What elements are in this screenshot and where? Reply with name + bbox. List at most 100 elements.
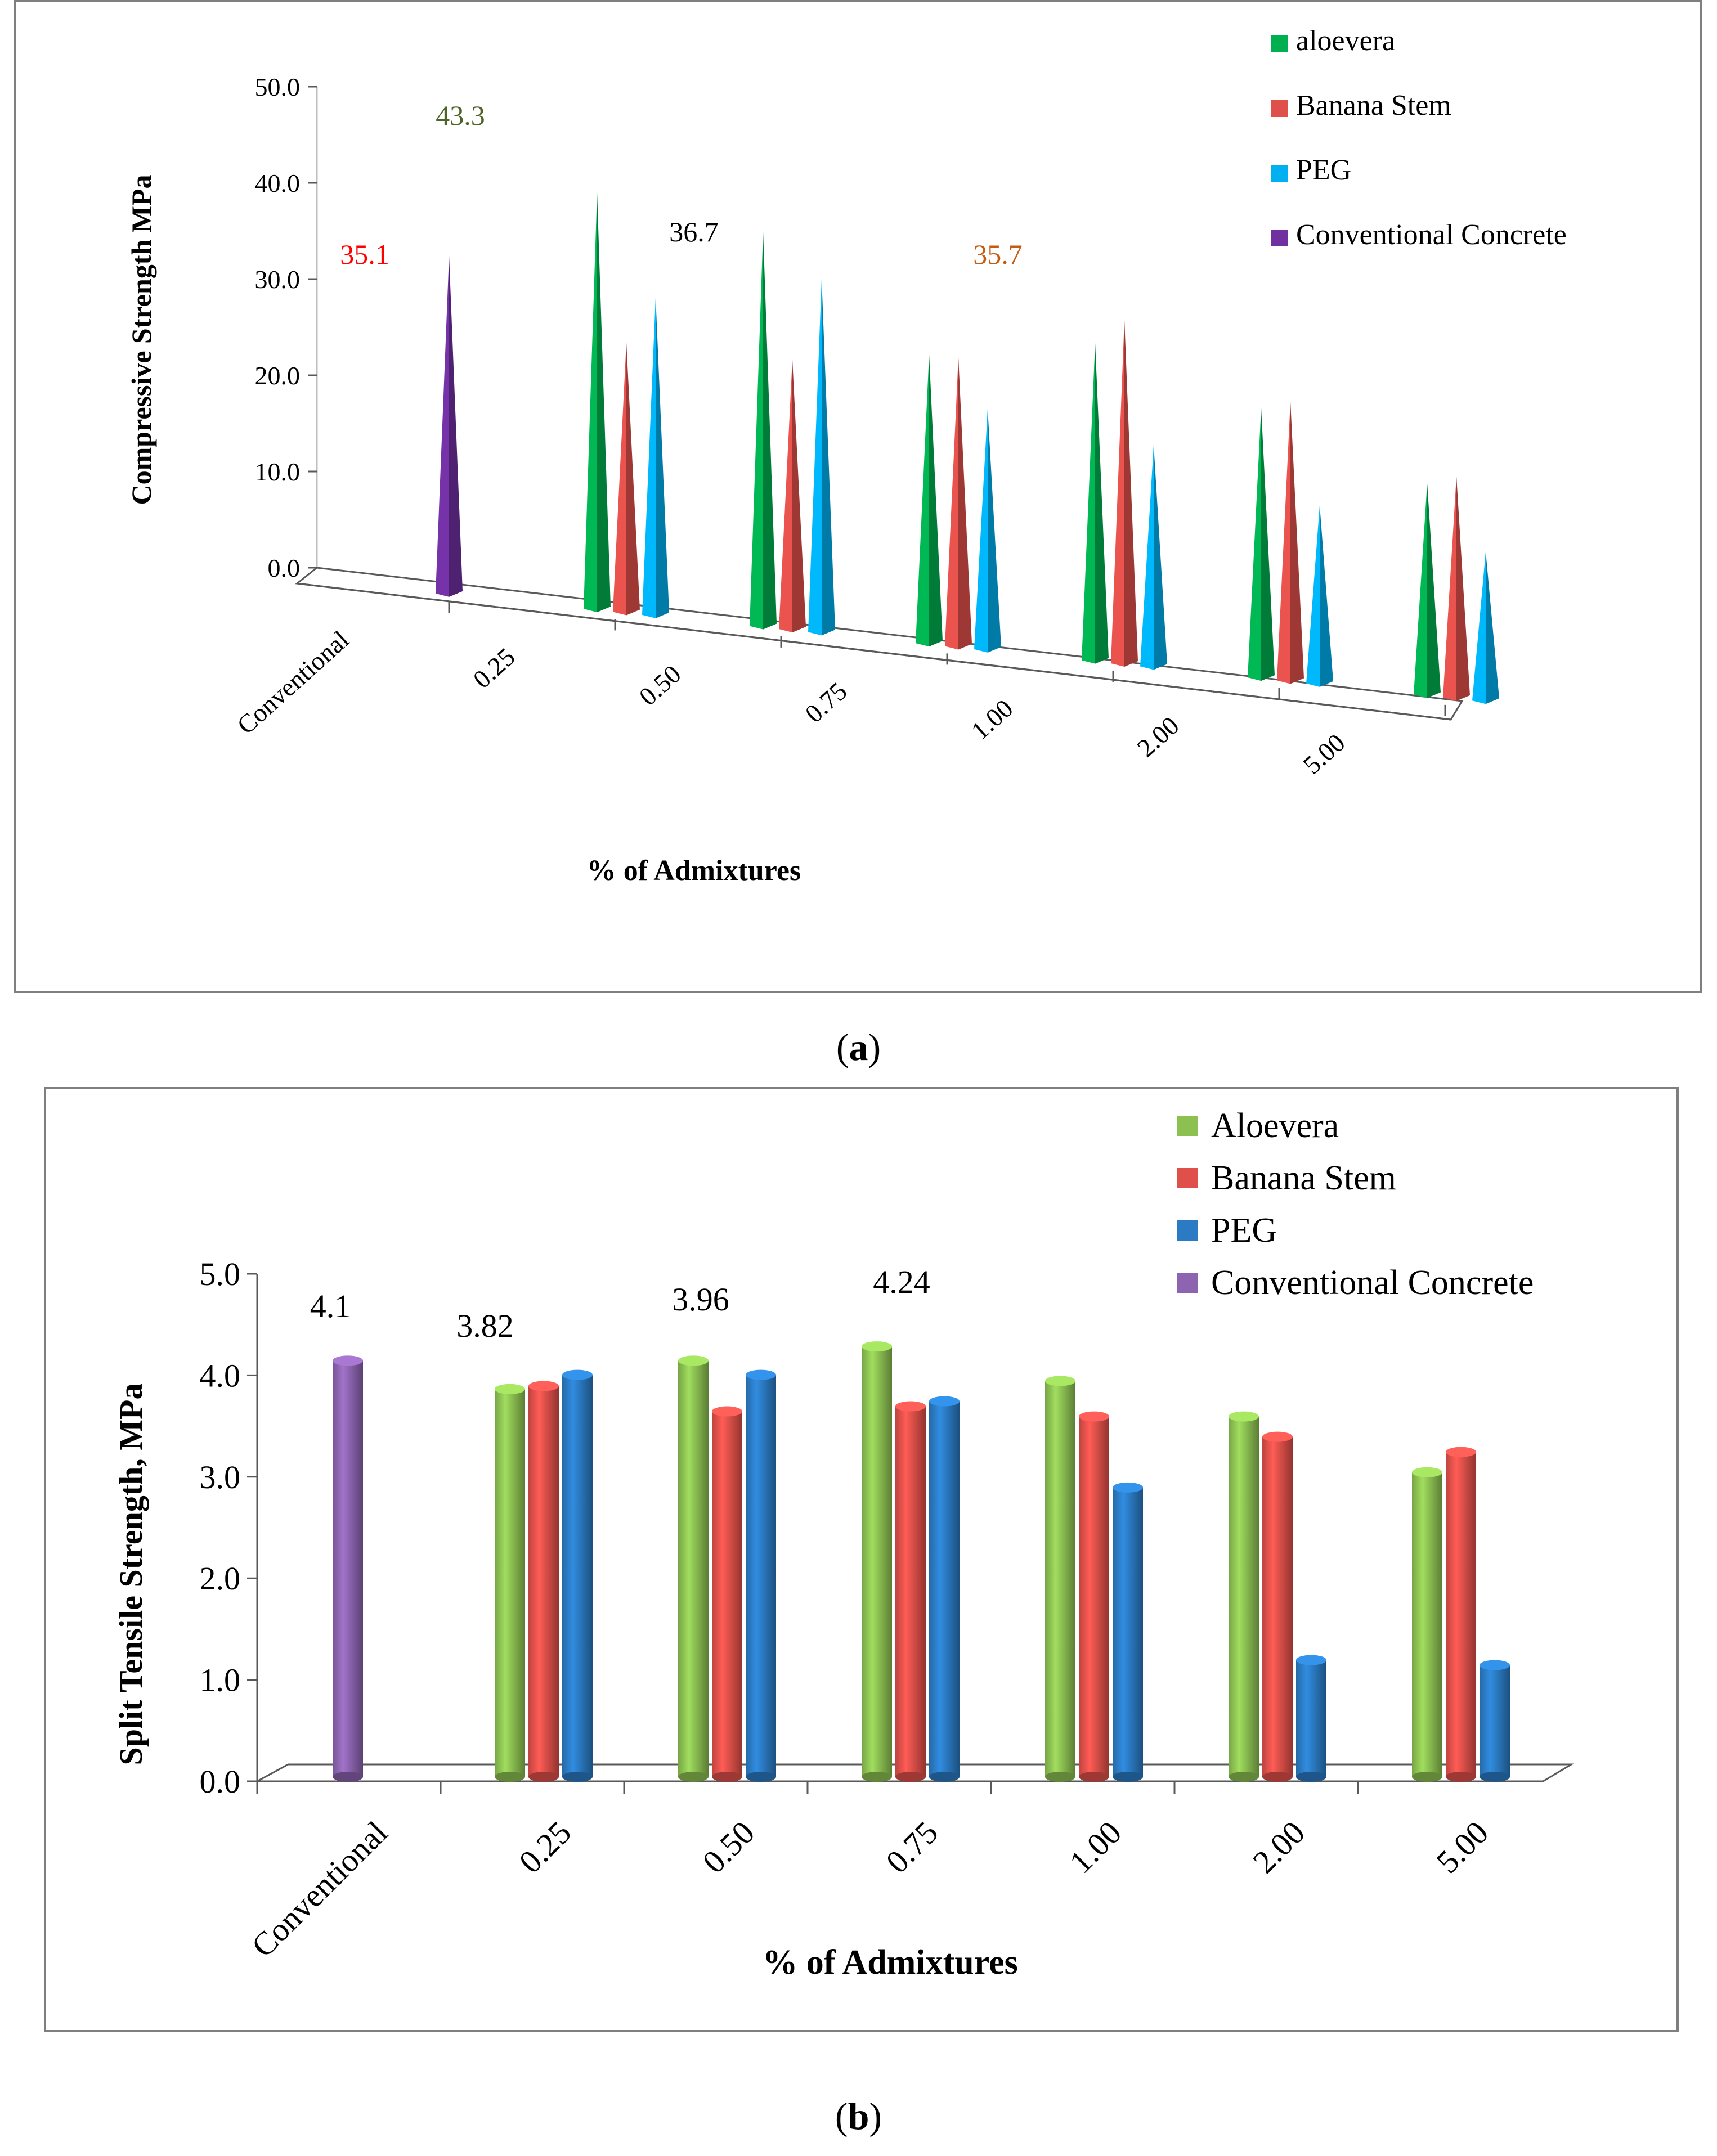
split-tensile-strength-chart: 0.0 1.0 2.0 3.0 4.0 5.0 Conventional 0.25 0.50 0…: [113, 1107, 1575, 1982]
cone-bar-left: [584, 192, 597, 613]
cylinder-bar-top: [712, 1406, 742, 1417]
y-tick-label: 2.0: [200, 1560, 241, 1597]
cylinder-bar: [1412, 1472, 1442, 1777]
cone-bar-right: [449, 255, 463, 597]
cylinder-bar-base: [712, 1772, 742, 1782]
legend-swatch: [1271, 35, 1288, 52]
data-label: 4.1: [310, 1288, 351, 1324]
y-tick-label: 30.0: [255, 265, 301, 294]
compressive-strength-chart: 0.0 10.0 20.0 30.0 40.0 50.0 Conventional 0.25…: [125, 25, 1567, 887]
cylinder-bar-top: [1229, 1411, 1259, 1422]
cone-bar-right: [763, 231, 777, 630]
cylinder-bar: [495, 1389, 525, 1777]
cylinder-bar: [1229, 1416, 1259, 1777]
cone-bar-right: [792, 360, 806, 632]
cylinder-bar-base: [929, 1772, 960, 1782]
cylinder-bar-base: [746, 1772, 776, 1782]
figure-caption-a: (a): [836, 1026, 881, 1068]
cylinder-bar-top: [1045, 1376, 1075, 1386]
cone-bar-left: [750, 231, 763, 630]
y-tick-label: 4.0: [200, 1357, 241, 1394]
x-tick-label: 1.00: [1062, 1814, 1128, 1880]
y-tick-label: 40.0: [255, 169, 301, 197]
cylinder-bar-base: [333, 1772, 363, 1782]
x-axis-line: [297, 582, 1451, 721]
cylinder-bar-top: [1079, 1411, 1109, 1422]
legend-swatch: [1177, 1116, 1198, 1136]
cylinder-bar: [929, 1401, 960, 1777]
cone-bar-left: [1472, 551, 1486, 704]
cone-bar-left: [1306, 505, 1320, 687]
data-label: 36.7: [669, 216, 719, 248]
cylinder-bar-base: [1079, 1772, 1109, 1782]
cone-bar-right: [1095, 343, 1109, 664]
cylinder-bar-base: [1296, 1772, 1326, 1782]
y-tick-label: 50.0: [255, 73, 301, 101]
y-tick-label: 1.0: [200, 1662, 241, 1699]
y-tick-label: 20.0: [255, 361, 301, 390]
cylinder-bar: [333, 1360, 363, 1777]
cone-bar-left: [1140, 445, 1154, 670]
x-tick-label: 0.75: [800, 676, 853, 728]
x-tick-label: 1.00: [966, 694, 1019, 745]
cylinder-bar-base: [1113, 1772, 1143, 1782]
cylinder-bar-base: [862, 1772, 892, 1782]
legend-swatch: [1271, 165, 1288, 182]
x-tick-label: 5.00: [1429, 1814, 1495, 1880]
cylinder-bar: [712, 1411, 742, 1777]
cone-bar-left: [945, 357, 958, 650]
data-label: 3.82: [456, 1308, 514, 1344]
cylinder-bar: [1446, 1452, 1476, 1777]
chart-panel-a: 0.0 10.0 20.0 30.0 40.0 50.0 Conventional 0.25…: [14, 0, 1702, 993]
cylinder-bar: [895, 1406, 926, 1777]
cone-bar-left: [1082, 343, 1095, 664]
cylinder-bar: [528, 1386, 559, 1777]
cylinder-bar: [1045, 1381, 1075, 1777]
cone-bar-left: [1443, 476, 1456, 701]
cylinder-bar-base: [1480, 1772, 1510, 1782]
legend-label: Aloevera: [1211, 1107, 1339, 1145]
cone-bar-left: [974, 408, 988, 653]
x-tick-label: 0.75: [878, 1814, 945, 1880]
cone-bar-left: [1111, 320, 1124, 667]
cone-bar-left: [1414, 483, 1427, 698]
cylinder-bar: [1262, 1436, 1293, 1777]
legend-label: aloevera: [1296, 25, 1395, 57]
cylinder-bar-base: [562, 1772, 593, 1782]
cone-bar-left: [613, 342, 626, 616]
cone-bar-left: [1277, 401, 1290, 684]
cylinder-bar-base: [528, 1772, 559, 1782]
cone-bar-left: [436, 255, 449, 597]
cylinder-bar-top: [862, 1341, 892, 1352]
x-tick-label: 2.00: [1132, 711, 1185, 762]
cone-bar-right: [1124, 320, 1138, 667]
cone-bar-right: [597, 192, 611, 613]
cylinder-bar: [562, 1375, 593, 1777]
data-label: 3.96: [672, 1281, 729, 1318]
legend-label: Banana Stem: [1211, 1159, 1396, 1197]
cylinder-bar: [746, 1375, 776, 1777]
legend-swatch: [1177, 1273, 1198, 1293]
cylinder-bar-top: [1113, 1482, 1143, 1493]
cylinder-bar-top: [929, 1396, 960, 1407]
cylinder-bar-top: [562, 1369, 593, 1380]
x-tick-label: 0.25: [512, 1814, 578, 1880]
cylinder-bar-top: [1412, 1467, 1442, 1477]
data-label: 35.7: [973, 239, 1023, 270]
cylinder-bar: [1079, 1416, 1109, 1777]
cone-bar-right: [1427, 483, 1441, 698]
cone-bar-right: [958, 357, 972, 650]
cone-bar-right: [1261, 408, 1275, 681]
legend-swatch: [1177, 1220, 1198, 1241]
cone-bar-right: [822, 279, 835, 636]
cylinder-bar-top: [1262, 1431, 1293, 1442]
cylinder-bar-base: [1262, 1772, 1293, 1782]
cylinder-bar: [862, 1346, 892, 1777]
cone-bar-right: [929, 354, 943, 647]
cylinder-bar: [1480, 1665, 1510, 1777]
x-tick-label: 0.50: [634, 659, 687, 711]
legend-swatch: [1271, 230, 1288, 246]
cone-bar-right: [988, 408, 1001, 653]
cone-bar-right: [1154, 445, 1167, 670]
x-tick-label: 0.50: [695, 1814, 761, 1880]
